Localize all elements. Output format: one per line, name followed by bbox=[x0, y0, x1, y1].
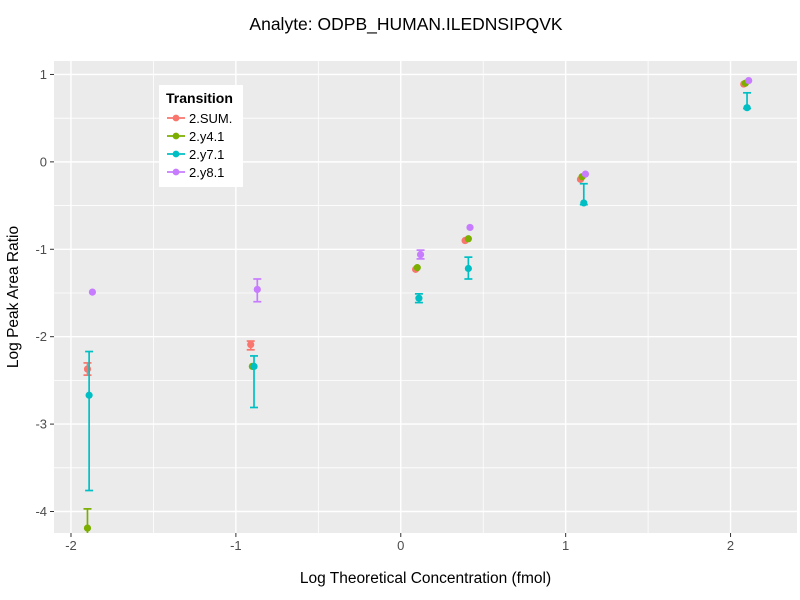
x-axis-title: Log Theoretical Concentration (fmol) bbox=[299, 570, 552, 587]
data-point bbox=[464, 264, 472, 273]
legend-item-list: 2.SUM. 2.y4.1 2.y7.1 2.y8.1 bbox=[166, 109, 233, 181]
y-axis-title: Log Peak Area Ratio bbox=[5, 225, 22, 369]
data-point bbox=[250, 362, 258, 371]
data-point bbox=[88, 288, 97, 296]
legend-item: 2.y4.1 bbox=[166, 127, 233, 145]
data-point bbox=[745, 76, 753, 85]
data-point bbox=[413, 264, 421, 272]
legend-item-label: 2.y4.1 bbox=[189, 128, 225, 144]
y-tick-label: -4 bbox=[35, 504, 47, 519]
x-tick-label: 1 bbox=[562, 538, 569, 553]
legend-key-icon bbox=[167, 114, 185, 122]
legend-item: 2.y7.1 bbox=[166, 145, 233, 163]
x-tick-label: -1 bbox=[230, 538, 242, 553]
x-tick-label: -2 bbox=[65, 538, 77, 553]
legend-item-label: 2.SUM. bbox=[189, 110, 233, 126]
data-point bbox=[416, 250, 425, 259]
y-tick-label: 0 bbox=[40, 154, 47, 169]
y-tick-label: -3 bbox=[35, 417, 47, 432]
data-point bbox=[85, 391, 93, 399]
y-tick-label: 1 bbox=[40, 67, 47, 82]
x-tick-label: 0 bbox=[397, 538, 404, 553]
data-point bbox=[464, 235, 472, 243]
data-point bbox=[581, 170, 590, 178]
y-tick-label: -1 bbox=[35, 242, 47, 257]
data-point bbox=[83, 365, 92, 373]
legend-key-icon bbox=[167, 150, 185, 158]
data-point bbox=[743, 104, 751, 112]
x-tick-label: 2 bbox=[727, 538, 734, 553]
data-point bbox=[253, 285, 261, 294]
legend-item-label: 2.y7.1 bbox=[189, 146, 225, 162]
legend-title: Transition bbox=[166, 90, 233, 106]
legend-key-icon bbox=[167, 168, 185, 176]
legend-item: 2.SUM. bbox=[166, 109, 233, 127]
y-tick-label: -2 bbox=[35, 329, 47, 344]
data-point bbox=[580, 199, 588, 207]
data-point bbox=[466, 223, 474, 232]
legend-item: 2.y8.1 bbox=[166, 163, 233, 181]
data-point bbox=[83, 524, 92, 532]
data-point bbox=[247, 340, 255, 349]
data-layer bbox=[83, 76, 753, 533]
legend: Transition 2.SUM. 2.y4.1 2.y7.1 2.y8.1 bbox=[159, 85, 243, 187]
legend-key-icon bbox=[167, 132, 185, 140]
data-point bbox=[415, 294, 423, 302]
plot-title: Analyte: ODPB_HUMAN.ILEDNSIPQVK bbox=[249, 14, 563, 34]
legend-item-label: 2.y8.1 bbox=[189, 164, 225, 180]
